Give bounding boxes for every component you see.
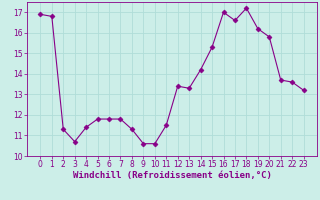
X-axis label: Windchill (Refroidissement éolien,°C): Windchill (Refroidissement éolien,°C) <box>73 171 271 180</box>
